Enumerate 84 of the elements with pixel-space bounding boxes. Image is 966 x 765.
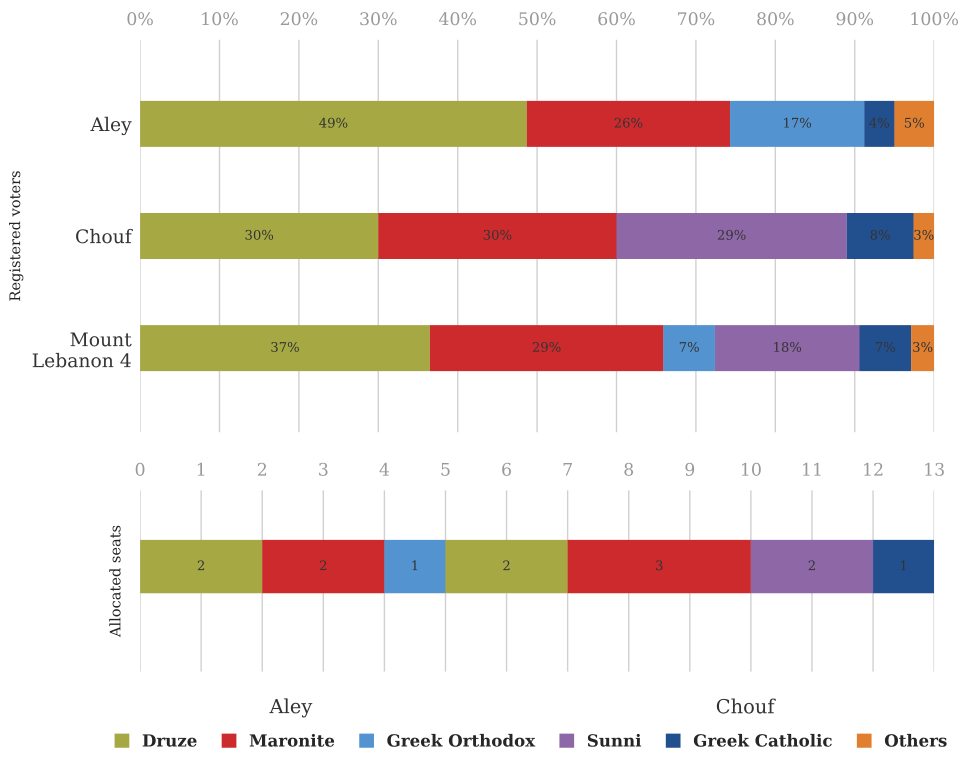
data-label: 3%	[913, 342, 932, 352]
bar	[430, 325, 664, 372]
data-label: 2	[808, 560, 815, 570]
data-label: 2	[503, 560, 510, 570]
data-label: 26%	[614, 118, 642, 128]
bar	[140, 213, 378, 259]
x-tick-label: 2	[258, 462, 266, 476]
data-label: 5%	[904, 118, 924, 128]
text: Chouf	[716, 698, 776, 714]
legend-label: Druze	[142, 734, 197, 747]
data-label: 1	[412, 560, 418, 570]
bar	[140, 325, 430, 372]
x-tick-label: 0	[136, 462, 144, 476]
bar	[846, 213, 914, 259]
bar	[864, 100, 894, 147]
bar	[445, 540, 568, 594]
bar	[663, 325, 715, 372]
data-label: 7%	[876, 342, 896, 352]
data-label: 2	[198, 560, 204, 570]
x-tick-label: 7	[564, 462, 572, 476]
bar	[873, 540, 934, 594]
y-axis-title: Allocated seats	[109, 526, 121, 638]
data-label: 29%	[718, 230, 746, 240]
y-tick-label: Mount Lebanon 4	[32, 332, 132, 368]
y-axis-title: Registered voters	[9, 171, 24, 301]
data-label: 1	[900, 560, 906, 570]
x-tick-label: 10	[742, 462, 761, 476]
bar	[616, 213, 847, 259]
x-tick-label: 20%	[280, 12, 318, 26]
x-tick-label: 13	[925, 462, 944, 476]
x-tick-label: 60%	[598, 12, 635, 26]
x-tick-label: 9	[685, 462, 694, 476]
x-tick-label: 40%	[438, 12, 476, 26]
y-tick-label: Aley	[90, 116, 132, 136]
x-tick-label: 50%	[519, 12, 556, 26]
bar	[911, 325, 934, 372]
data-label: 2	[320, 560, 326, 570]
data-label: 3	[656, 560, 662, 570]
data-label: 37%	[271, 342, 299, 352]
x-tick-label: 70%	[678, 12, 714, 26]
bar	[384, 540, 446, 594]
bar	[378, 213, 616, 259]
x-tick-label: 0%	[127, 12, 153, 26]
x-tick-label: 3	[319, 462, 328, 476]
x-tick-label: 12	[864, 462, 882, 476]
legend-label: Sunni	[588, 734, 642, 747]
x-tick-label: 30%	[360, 12, 397, 26]
data-label: 8%	[870, 230, 890, 240]
bar	[859, 325, 912, 372]
data-label: 17%	[784, 118, 812, 128]
data-label: 49%	[319, 118, 348, 128]
bar	[894, 100, 934, 147]
bar	[526, 100, 730, 147]
bar	[568, 540, 751, 594]
text: Aley	[269, 698, 312, 718]
x-tick-label: 4	[379, 462, 390, 476]
legend-label: Greek Orthodox	[387, 734, 536, 747]
bar	[262, 540, 384, 594]
y-tick-label: Chouf	[76, 228, 133, 244]
bar	[140, 540, 262, 594]
x-tick-label: 80%	[757, 12, 794, 26]
x-tick-label: 8	[624, 462, 634, 476]
data-label: 4%	[869, 118, 890, 128]
x-tick-label: 5	[441, 462, 450, 476]
legend-label: Greek Catholic	[694, 734, 832, 747]
bar	[730, 100, 864, 147]
x-tick-label: 6	[502, 462, 511, 476]
legend-label: Others	[884, 734, 947, 747]
x-tick-label: 90%	[836, 12, 874, 26]
data-label: 29%	[532, 342, 561, 352]
data-label: 7%	[680, 342, 699, 352]
bar	[714, 325, 860, 372]
x-tick-label: 11	[803, 462, 821, 476]
data-label: 30%	[484, 230, 512, 240]
data-label: 18%	[774, 342, 802, 352]
bar	[140, 100, 527, 147]
x-tick-label: 10%	[202, 12, 238, 26]
data-label: 30%	[246, 230, 274, 240]
bar	[913, 213, 934, 259]
x-tick-label: 100%	[911, 12, 958, 26]
x-tick-label: 1	[198, 462, 204, 476]
bar	[750, 540, 874, 594]
legend-label: Maronite	[250, 734, 334, 747]
data-label: 3%	[914, 230, 934, 240]
